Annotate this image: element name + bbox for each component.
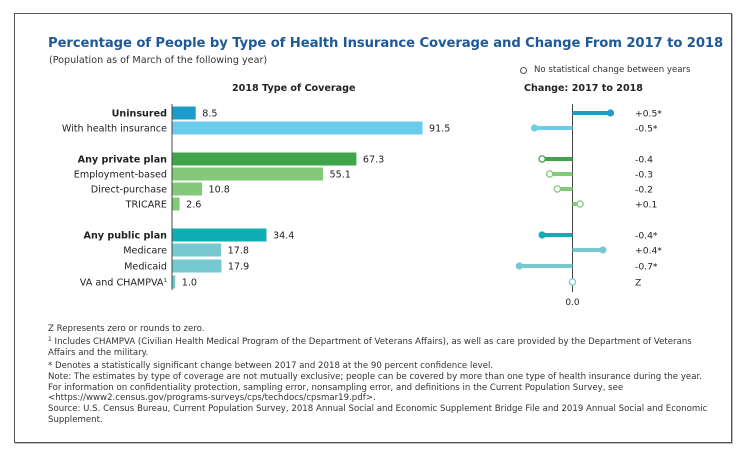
- bar: [172, 121, 423, 135]
- change-value-label: -0.2: [635, 185, 653, 196]
- category-label: Any public plan: [84, 231, 168, 242]
- bar-value-label: 8.5: [202, 109, 217, 120]
- category-label: Medicare: [123, 246, 167, 257]
- change-point-not-significant: [576, 200, 584, 208]
- bar-panel-title: 2018 Type of Coverage: [232, 83, 356, 94]
- legend-label: No statistical change between years: [534, 65, 691, 75]
- bar-value-label: 2.6: [186, 200, 201, 211]
- bar: [172, 275, 176, 289]
- bar: [172, 182, 203, 196]
- category-label: Direct-purchase: [91, 185, 167, 196]
- bar-value-label: 10.8: [209, 185, 230, 196]
- change-panel-title: Change: 2017 to 2018: [524, 83, 643, 94]
- footnote-star: * Denotes a statistically significant ch…: [48, 360, 494, 371]
- bar: [172, 243, 222, 257]
- bar: [172, 167, 324, 181]
- category-label: Any private plan: [78, 155, 168, 166]
- change-point-significant: [530, 124, 539, 132]
- bar-value-label: 17.9: [228, 262, 249, 273]
- change-value-label: -0.7*: [635, 262, 658, 273]
- change-value-label: Z: [635, 278, 641, 289]
- category-label: Medicaid: [124, 262, 167, 273]
- change-point-not-significant: [553, 185, 562, 193]
- bar: [172, 106, 196, 120]
- category-label: VA and CHAMPVA1: [80, 278, 167, 289]
- bar-value-label: 1.0: [182, 278, 197, 289]
- category-label: Employment-based: [74, 170, 167, 181]
- bar: [172, 259, 222, 273]
- change-point-significant: [538, 231, 546, 239]
- change-axis-tick-label: 0.0: [565, 298, 580, 308]
- bar: [172, 197, 180, 211]
- bar-value-label: 34.4: [273, 231, 294, 242]
- legend: No statistical change between years: [520, 65, 691, 75]
- figure-frame: [14, 13, 732, 443]
- footnote-z: Z Represents zero or rounds to zero.: [48, 324, 205, 334]
- open-circle-icon: [520, 66, 527, 74]
- category-superscript: 1: [164, 278, 168, 284]
- footnote-1-marker: 1: [48, 335, 52, 343]
- change-value-label: +0.1: [635, 200, 657, 211]
- change-point-significant: [515, 262, 523, 270]
- change-point-significant: [599, 246, 607, 254]
- change-value-label: -0.4: [635, 155, 653, 166]
- category-label: Uninsured: [112, 109, 168, 120]
- change-point-significant: [606, 109, 615, 117]
- bar-value-label: 17.8: [228, 246, 249, 257]
- bar: [172, 152, 357, 166]
- change-value-label: -0.4*: [635, 231, 658, 242]
- bar-value-label: 67.3: [363, 155, 384, 166]
- footnotes: Z Represents zero or rounds to zero. 1 I…: [48, 324, 708, 426]
- change-value-label: +0.5*: [635, 109, 662, 120]
- footnote-1: 1 Includes CHAMPVA (Civilian Health Medi…: [48, 335, 708, 359]
- change-point-not-significant: [538, 155, 546, 163]
- category-label: TRICARE: [125, 200, 167, 211]
- change-point-not-significant: [545, 170, 554, 178]
- change-point-not-significant: [568, 278, 577, 286]
- bar-value-label: 55.1: [330, 170, 351, 181]
- footnote-source: Source: U.S. Census Bureau, Current Popu…: [48, 404, 708, 426]
- footnote-1-text: Includes CHAMPVA (Civilian Health Medica…: [48, 336, 692, 358]
- chart-title: Percentage of People by Type of Health I…: [48, 36, 724, 51]
- change-value-label: -0.5*: [635, 124, 658, 135]
- bar: [172, 228, 267, 242]
- bar-value-label: 91.5: [429, 124, 450, 135]
- category-label: With health insurance: [62, 124, 167, 135]
- footnote-note: Note: The estimates by type of coverage …: [48, 371, 702, 404]
- chart-subtitle: (Population as of March of the following…: [49, 55, 268, 66]
- change-value-label: -0.3: [635, 170, 653, 181]
- change-value-label: +0.4*: [635, 246, 662, 257]
